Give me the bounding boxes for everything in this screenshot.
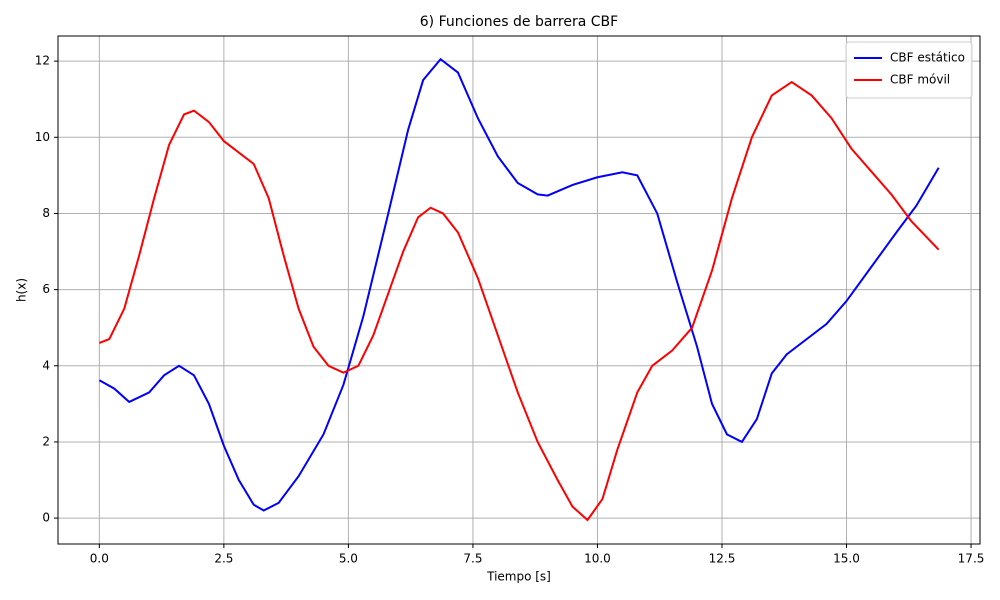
chart-title: 6) Funciones de barrera CBF: [420, 14, 618, 30]
y-tick-label: 10: [35, 130, 50, 144]
x-tick-label: 5.0: [339, 552, 358, 566]
plot-frame: [57, 35, 981, 545]
legend-label: CBF móvil: [890, 73, 950, 87]
y-tick-label: 6: [42, 282, 50, 296]
y-tick-label: 12: [35, 54, 50, 68]
y-tick-label: 0: [42, 511, 50, 525]
y-tick-label: 8: [42, 206, 50, 220]
data-line: [98, 80, 940, 522]
x-tick-label: 0.0: [90, 552, 109, 566]
x-tick-label: 10.0: [584, 552, 611, 566]
y-tick-label: 4: [42, 358, 50, 372]
data-line: [98, 57, 940, 512]
x-tick-label: 17.5: [958, 552, 985, 566]
legend-label: CBF estático: [890, 51, 965, 65]
x-axis-label: Tiempo [s]: [486, 570, 551, 584]
x-tick-label: 12.5: [709, 552, 736, 566]
x-tick-label: 2.5: [214, 552, 233, 566]
y-tick-label: 2: [42, 434, 50, 448]
legend-box: [845, 41, 973, 99]
x-tick-label: 15.0: [833, 552, 860, 566]
x-tick-label: 7.5: [463, 552, 482, 566]
y-axis-label: h(x): [15, 278, 29, 302]
